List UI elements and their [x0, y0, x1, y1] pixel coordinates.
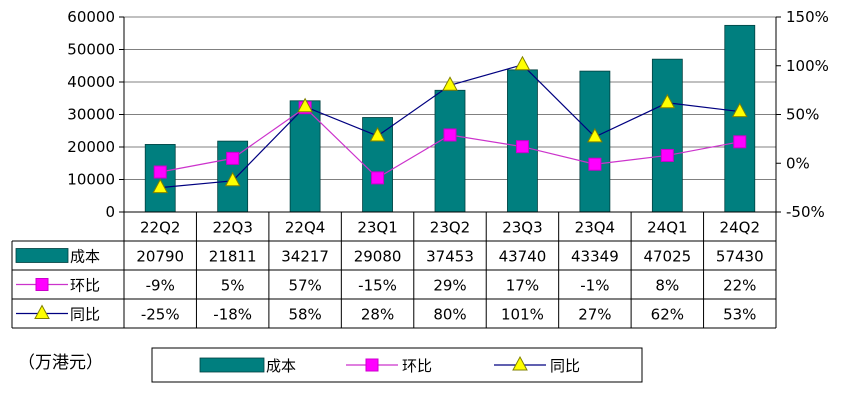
mom-marker: [371, 171, 385, 185]
mom-marker: [515, 140, 529, 154]
bar: [434, 89, 466, 213]
left-axis-tick-label: 40000: [67, 73, 115, 91]
yoy-marker: [224, 171, 241, 187]
yoy-marker: [297, 97, 313, 113]
x-axis-tick-label: 24Q1: [647, 219, 687, 237]
table-cell: 37453: [426, 248, 474, 266]
right-axis-tick-label: 0%: [786, 154, 810, 172]
table-cell: 34217: [281, 248, 329, 266]
bar: [724, 24, 756, 213]
left-axis-tick-label: 20000: [67, 138, 115, 156]
table-cell: 80%: [433, 306, 466, 324]
table-cell: -18%: [213, 306, 252, 324]
table-cell: 29%: [433, 277, 466, 295]
table-cell: 17%: [506, 277, 539, 295]
x-axis-tick-label: 23Q4: [575, 219, 615, 237]
left-axis-tick-label: 30000: [67, 106, 115, 124]
legend-label-mom: 环比: [402, 357, 432, 375]
table-cell: 29080: [354, 248, 402, 266]
table-cell: 43349: [571, 248, 619, 266]
table-cell: -15%: [358, 277, 397, 295]
right-axis-tick-label: 150%: [786, 8, 829, 26]
mom-marker: [588, 157, 602, 171]
right-axis-tick-label: -50%: [786, 203, 825, 221]
x-axis-tick-label: 22Q4: [285, 219, 325, 237]
x-axis-tick-label: 23Q2: [430, 219, 470, 237]
table-header-yoy: 同比: [70, 306, 100, 324]
mom-marker: [443, 128, 457, 142]
table-header-mom: 环比: [70, 277, 100, 295]
table-header-cost: 成本: [70, 248, 100, 266]
table-cell: -9%: [146, 277, 175, 295]
table-cell: 58%: [288, 306, 321, 324]
mom-marker: [226, 151, 240, 165]
yoy-marker: [514, 55, 531, 71]
table-cell: 8%: [655, 277, 679, 295]
yoy-marker: [152, 178, 169, 194]
table-cell: 53%: [723, 306, 756, 324]
x-axis-tick-label: 24Q2: [720, 219, 760, 237]
yoy-marker: [587, 127, 603, 143]
table-key-mom-marker: [35, 278, 49, 291]
legend-key-mom-marker: [365, 358, 379, 372]
bar: [651, 58, 683, 213]
right-axis-tick-label: 50%: [786, 106, 819, 124]
table-cell: 28%: [361, 306, 394, 324]
table-cell: -1%: [580, 277, 609, 295]
unit-label: （万港元）: [18, 353, 103, 373]
table-cell: -25%: [141, 306, 180, 324]
yoy-marker: [442, 76, 458, 91]
table-cell: 21811: [209, 248, 257, 266]
left-axis-tick-label: 0: [105, 203, 115, 221]
yoy-marker: [731, 102, 748, 118]
mom-marker: [733, 135, 747, 149]
table-cell: 57430: [716, 248, 764, 266]
yoy-marker: [369, 126, 386, 142]
table-cell: 101%: [501, 306, 544, 324]
table-cell: 22%: [723, 277, 756, 295]
table-cell: 20790: [136, 248, 184, 266]
yoy-marker: [659, 93, 676, 109]
table-cell: 43740: [499, 248, 547, 266]
table-cell: 57%: [288, 277, 321, 295]
legend-label-cost: 成本: [266, 357, 296, 375]
left-axis-tick-label: 50000: [67, 41, 115, 59]
x-axis-tick-label: 22Q3: [212, 219, 252, 237]
bar: [289, 100, 321, 213]
table-cell: 47025: [643, 248, 691, 266]
left-axis-tick-label: 60000: [67, 8, 115, 26]
legend-key-cost: [199, 357, 265, 373]
mom-marker: [660, 148, 674, 162]
mom-marker: [153, 165, 167, 179]
table-key-cost: [15, 248, 69, 263]
table-cell: 5%: [221, 277, 245, 295]
table-cell: 62%: [651, 306, 684, 324]
legend-key-yoy-marker: [512, 355, 528, 371]
x-axis-tick-label: 23Q3: [502, 219, 542, 237]
table-key-yoy-marker: [34, 304, 50, 319]
right-axis-tick-label: 100%: [786, 57, 829, 75]
x-axis-tick-label: 22Q2: [140, 219, 180, 237]
table-cell: 27%: [578, 306, 611, 324]
legend-label-yoy: 同比: [550, 357, 580, 375]
left-axis-tick-label: 10000: [67, 171, 115, 189]
x-axis-tick-label: 23Q1: [357, 219, 397, 237]
